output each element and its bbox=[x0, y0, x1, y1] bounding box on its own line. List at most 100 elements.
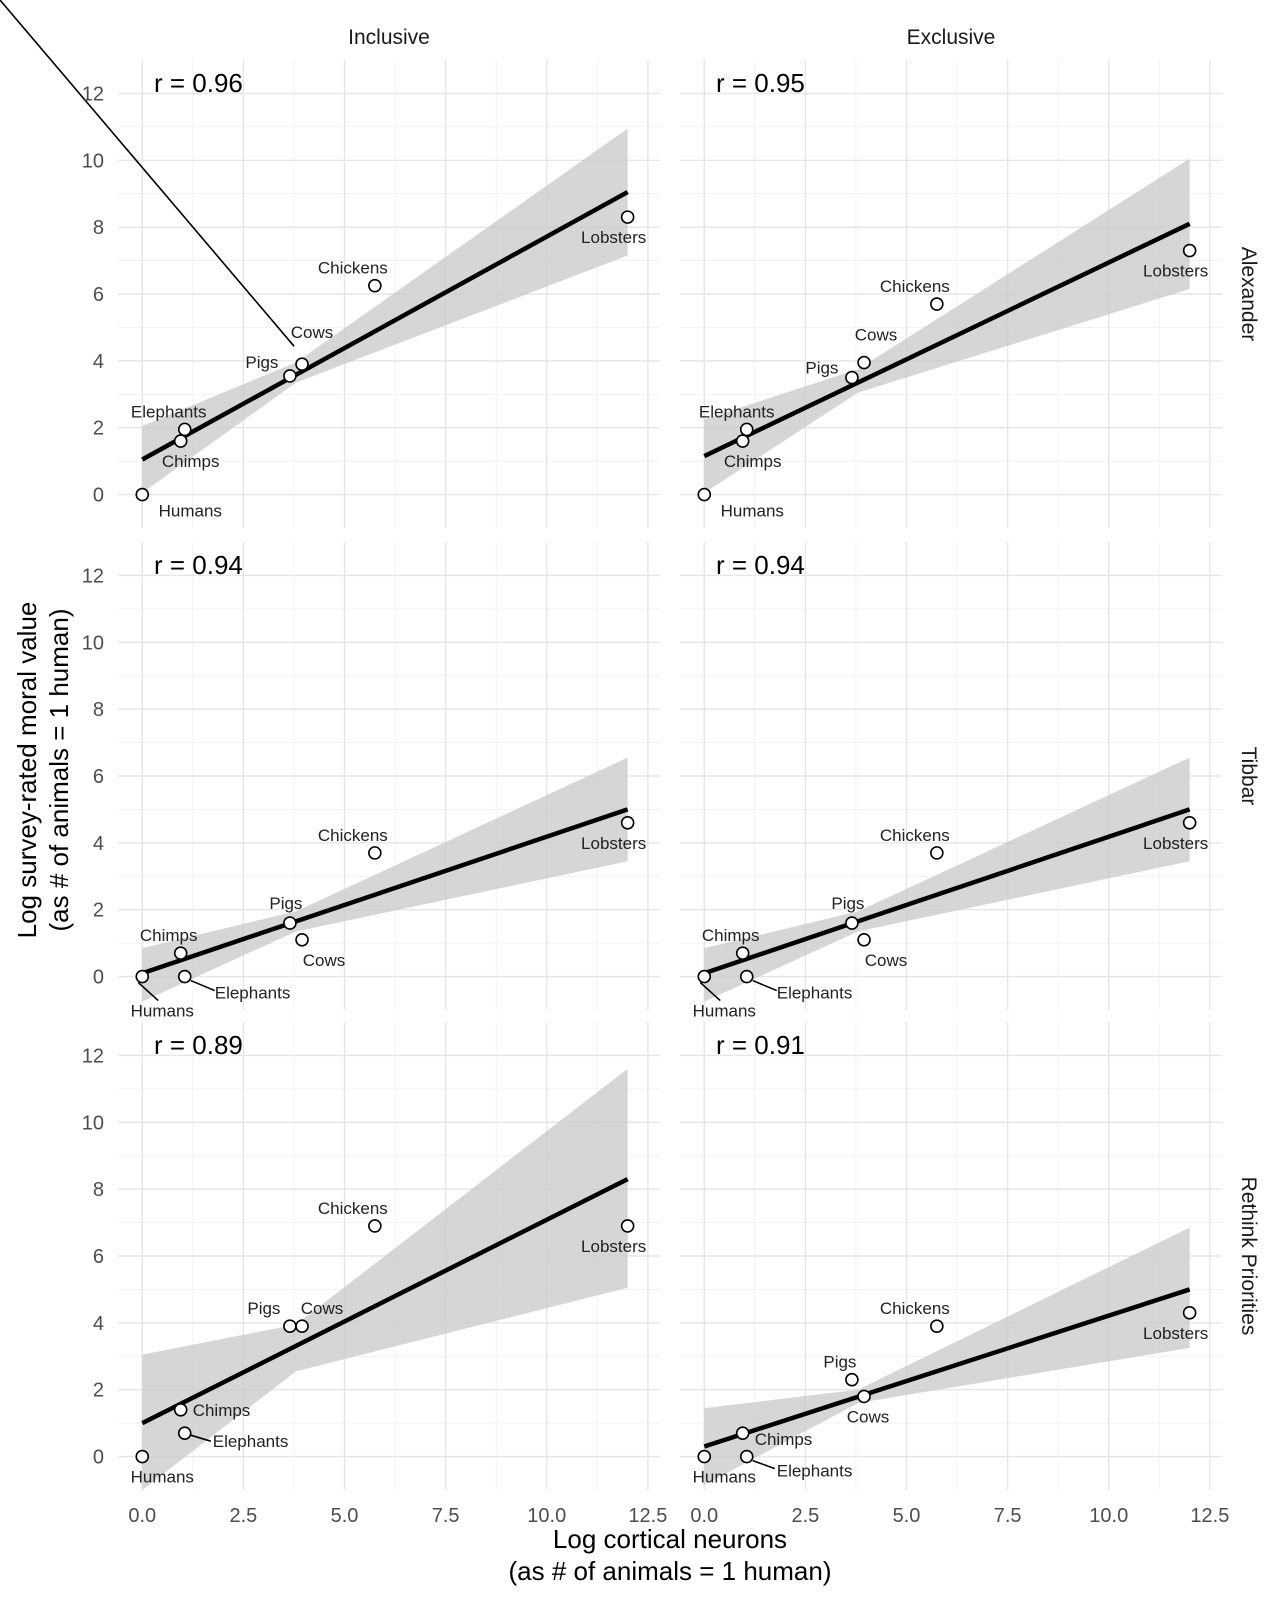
facet-row-strip: Tibbar bbox=[1237, 747, 1260, 806]
point-label: Chimps bbox=[702, 926, 760, 945]
data-point-lobsters bbox=[620, 210, 635, 224]
point-label: Elephants bbox=[777, 984, 853, 1003]
point-label: Pigs bbox=[823, 1353, 856, 1372]
point-label: Lobsters bbox=[1143, 1324, 1208, 1343]
y-tick-label: 6 bbox=[93, 1246, 104, 1268]
correlation-label: r = 0.89 bbox=[154, 1030, 243, 1060]
point-label: Elephants bbox=[215, 984, 291, 1003]
y-tick-label: 8 bbox=[93, 699, 104, 721]
data-point-lobsters bbox=[1182, 243, 1197, 258]
data-point-elephants bbox=[177, 1426, 192, 1440]
facet-row-strip: Rethink Priorities bbox=[1237, 1177, 1260, 1336]
x-tick-label: 5.0 bbox=[331, 1505, 359, 1527]
y-tick-label: 10 bbox=[82, 1112, 104, 1134]
x-tick-label: 0.0 bbox=[690, 1505, 718, 1527]
x-tick-label: 12.5 bbox=[628, 1505, 667, 1527]
point-label: Chickens bbox=[318, 826, 388, 845]
data-point-cows bbox=[295, 1319, 309, 1333]
y-tick-label: 12 bbox=[82, 83, 104, 105]
regression-line bbox=[141, 807, 629, 976]
label-leader-line bbox=[137, 981, 159, 1002]
label-leader-line bbox=[190, 1434, 211, 1442]
data-point-chickens bbox=[930, 846, 944, 860]
label-leader-line bbox=[0, 0, 295, 347]
data-point-humans bbox=[135, 1449, 150, 1464]
data-point-pigs bbox=[283, 1319, 297, 1333]
data-point-pigs bbox=[845, 370, 859, 385]
x-tick-label: 5.0 bbox=[893, 1505, 921, 1527]
confidence-band bbox=[704, 1227, 1190, 1485]
y-tick-label: 0 bbox=[93, 1447, 104, 1469]
x-axis-title: Log cortical neurons bbox=[553, 1524, 787, 1554]
point-label: Chickens bbox=[880, 1299, 950, 1318]
data-point-chickens bbox=[930, 1319, 944, 1333]
x-tick-label: 2.5 bbox=[229, 1505, 257, 1527]
correlation-label: r = 0.95 bbox=[716, 68, 805, 98]
point-label: Humans bbox=[693, 1468, 756, 1487]
data-point-pigs bbox=[283, 916, 297, 930]
point-label: Chimps bbox=[724, 452, 782, 471]
facet-panel: Humans Chimps Elephants Pigs Cows Chickens Lob… bbox=[82, 1022, 667, 1527]
y-tick-label: 0 bbox=[93, 485, 104, 507]
point-label: Cows bbox=[301, 1299, 344, 1318]
facet-row-strip: Alexander bbox=[1237, 247, 1260, 342]
x-axis-subtitle: (as # of animals = 1 human) bbox=[509, 1556, 832, 1586]
facet-panel: Humans Chimps Elephants Pigs Cows Chickens Lob… bbox=[680, 542, 1260, 1021]
point-label: Chickens bbox=[880, 826, 950, 845]
data-point-cows bbox=[857, 1389, 871, 1404]
x-tick-label: 10.0 bbox=[527, 1505, 566, 1527]
regression-line bbox=[703, 807, 1191, 976]
point-label: Chimps bbox=[755, 1430, 813, 1449]
label-leader-line bbox=[699, 981, 721, 1002]
point-label: Elephants bbox=[131, 402, 207, 421]
point-label: Chickens bbox=[318, 259, 388, 278]
y-tick-label: 4 bbox=[93, 351, 104, 373]
data-point-elephants bbox=[739, 1449, 754, 1464]
data-point-humans bbox=[135, 969, 150, 984]
point-label: Humans bbox=[693, 1002, 756, 1021]
y-tick-label: 10 bbox=[82, 150, 104, 172]
data-point-chickens bbox=[368, 278, 382, 293]
point-label: Pigs bbox=[831, 894, 864, 913]
data-point-cows bbox=[857, 932, 871, 947]
point-label: Pigs bbox=[247, 1299, 280, 1318]
x-tick-label: 0.0 bbox=[128, 1505, 156, 1527]
y-tick-label: 6 bbox=[93, 766, 104, 788]
y-tick-label: 4 bbox=[93, 833, 104, 855]
x-tick-label: 7.5 bbox=[432, 1505, 460, 1527]
regression-line bbox=[141, 190, 629, 462]
point-label: Cows bbox=[291, 323, 334, 342]
y-tick-label: 12 bbox=[82, 1045, 104, 1067]
data-point-pigs bbox=[845, 916, 859, 930]
point-label: Pigs bbox=[805, 359, 838, 378]
data-point-chimps bbox=[173, 1402, 188, 1417]
point-label: Pigs bbox=[269, 894, 302, 913]
data-point-elephants bbox=[177, 422, 192, 437]
label-leader-line bbox=[752, 1459, 776, 1470]
data-point-chimps bbox=[735, 434, 750, 448]
data-point-chickens bbox=[930, 297, 944, 311]
confidence-band bbox=[704, 757, 1190, 1002]
label-leader-line bbox=[190, 979, 216, 992]
data-point-lobsters bbox=[620, 815, 635, 830]
point-label: Humans bbox=[131, 1002, 194, 1021]
data-point-chimps bbox=[735, 946, 750, 960]
point-label: Elephants bbox=[699, 402, 775, 421]
facet-column-strip: Exclusive bbox=[907, 26, 996, 49]
point-label: Cows bbox=[303, 951, 346, 970]
point-label: Humans bbox=[159, 502, 222, 521]
confidence-band bbox=[704, 158, 1190, 493]
data-point-chimps bbox=[173, 434, 188, 448]
correlation-label: r = 0.96 bbox=[154, 68, 243, 98]
point-label: Cows bbox=[865, 951, 908, 970]
point-label: Pigs bbox=[245, 353, 278, 372]
point-label: Humans bbox=[721, 502, 784, 521]
y-tick-label: 2 bbox=[93, 900, 104, 922]
correlation-label: r = 0.91 bbox=[716, 1030, 805, 1060]
correlation-label: r = 0.94 bbox=[716, 550, 805, 580]
facet-panel: Humans Chimps Elephants Pigs Cows Chickens Lob… bbox=[680, 26, 1260, 528]
data-point-cows bbox=[857, 355, 871, 370]
data-point-chimps bbox=[173, 946, 188, 960]
point-label: Chickens bbox=[880, 277, 950, 296]
point-label: Lobsters bbox=[1143, 834, 1208, 853]
